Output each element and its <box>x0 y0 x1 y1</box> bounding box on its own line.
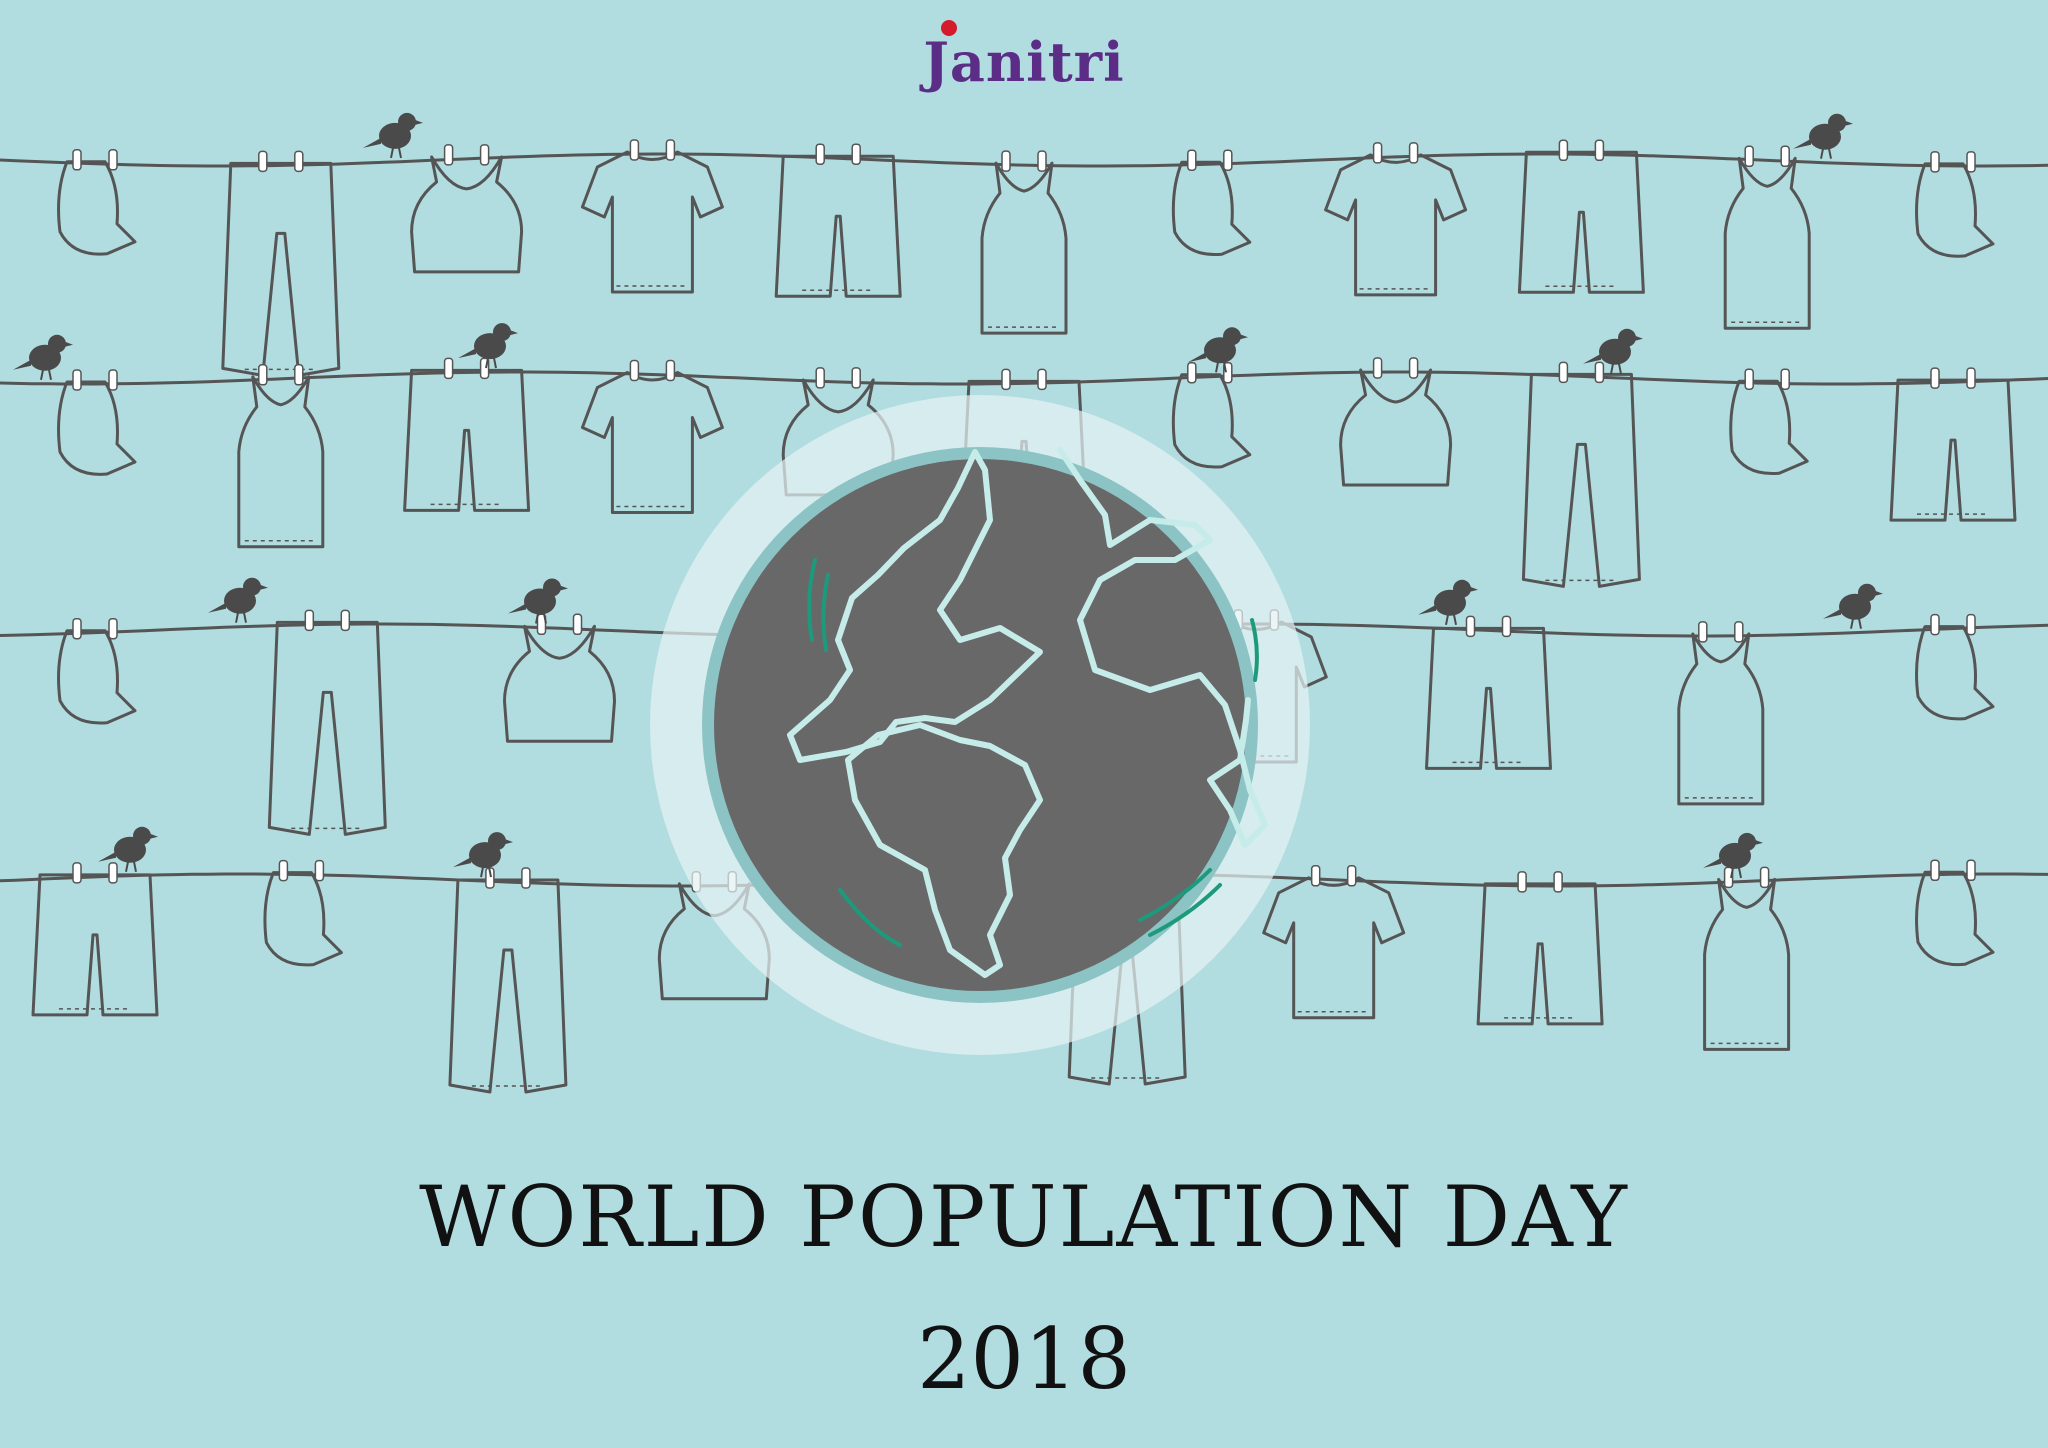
bird-icon <box>1583 328 1643 374</box>
clothing-cap <box>1729 368 1809 476</box>
bird-icon <box>1188 327 1248 373</box>
clothing-shorts <box>403 357 531 512</box>
globe <box>714 459 1246 991</box>
clothing-tank <box>1677 621 1765 806</box>
clothing-cap <box>1915 613 1995 721</box>
north-america-outline <box>787 449 1043 763</box>
clothing-tank <box>237 364 325 549</box>
clothing-shorts <box>31 862 159 1017</box>
bird-icon <box>508 578 568 624</box>
bird-icon <box>1793 113 1853 159</box>
clothing-cap <box>57 149 137 256</box>
bird-icon <box>13 334 73 380</box>
brand-name-text: Janitri <box>923 30 1125 94</box>
clothesline <box>0 152 2048 168</box>
clothing-jeans <box>1521 361 1641 588</box>
bird-icon <box>1823 583 1883 629</box>
brand-name: Janitri <box>923 20 1125 94</box>
clothing-shorts <box>1476 871 1604 1026</box>
clothing-tshirt <box>580 359 724 514</box>
clothing-tshirt <box>580 139 724 294</box>
globe-highlights <box>807 558 1259 947</box>
brand-dot <box>941 20 958 36</box>
clothing-cap <box>57 369 137 476</box>
clothing-crop-top <box>503 613 616 743</box>
clothing-shorts <box>1517 139 1645 294</box>
clothing-crop-top <box>1339 357 1453 487</box>
bird-icon <box>98 826 158 872</box>
clothing-shorts <box>1889 367 2017 522</box>
europe-africa-outline <box>1057 447 1268 848</box>
brand-logo: Janitri <box>0 20 2048 94</box>
continents <box>787 447 1268 978</box>
bird-icon <box>453 832 513 878</box>
bird-icon <box>363 112 423 159</box>
headline-year: 2018 <box>917 1310 1131 1408</box>
clothing-crop-top <box>410 144 524 274</box>
headline-title: WORLD POPULATION DAY <box>419 1168 1629 1266</box>
clothing-tshirt <box>1262 865 1406 1020</box>
clothing-tank <box>1723 145 1811 330</box>
clothing-tank <box>980 150 1068 335</box>
bird-icon <box>458 323 518 369</box>
clothing-shorts <box>774 143 902 298</box>
clothing-cap <box>57 617 137 725</box>
bird-icon <box>208 577 268 623</box>
south-america-outline <box>845 722 1043 978</box>
clothing-cap <box>1915 151 1995 258</box>
bird-icon <box>1703 832 1763 879</box>
clothing-tshirt <box>1324 142 1468 297</box>
clothing-jeans <box>221 150 341 377</box>
clothing-shorts <box>1425 615 1552 770</box>
clothing-cap <box>1171 149 1252 257</box>
clothing-tank <box>1703 866 1791 1051</box>
birds <box>13 112 1883 879</box>
clothesline <box>0 370 2048 386</box>
clothing-jeans <box>448 867 568 1094</box>
clothing-crop-top <box>781 367 895 497</box>
clothing-jeans <box>267 609 387 836</box>
clothing-cap <box>263 859 343 967</box>
clothing-cap <box>1915 859 1995 967</box>
bird-icon <box>1418 579 1478 625</box>
